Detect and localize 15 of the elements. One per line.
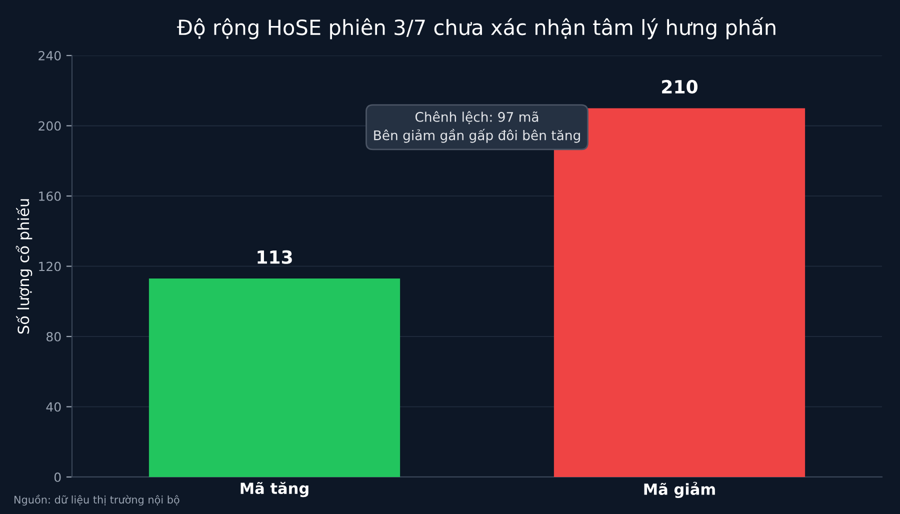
text: Nguồn: dữ liệu thị trường nội bộ — [14, 494, 180, 506]
y-tick-label: 40 — [46, 402, 61, 412]
x-tick-label: Mã giảm — [644, 482, 715, 498]
y-tick-label: 240 — [38, 50, 61, 60]
data-label: 113 — [258, 250, 292, 264]
y-axis-title: Số lượng cổ phiếu — [16, 199, 32, 334]
y-tick-label: 200 — [38, 121, 61, 131]
y-tick-label: 120 — [39, 262, 61, 272]
y-tick-label: 0 — [54, 472, 61, 482]
annotation: Chênh lệch: 97 mã Bên giảm gần gấp đôi bên tăng — [374, 111, 580, 143]
x-tick-label: Mã tăng — [240, 482, 308, 498]
chart-title: Độ rộng HoSE phiên 3/7 chưa xác nhận tâm lý hưng phấn — [177, 17, 776, 40]
y-tick-label: 160 — [39, 191, 61, 201]
data-label: 210 — [662, 80, 698, 94]
y-tick-label: 80 — [46, 332, 61, 342]
